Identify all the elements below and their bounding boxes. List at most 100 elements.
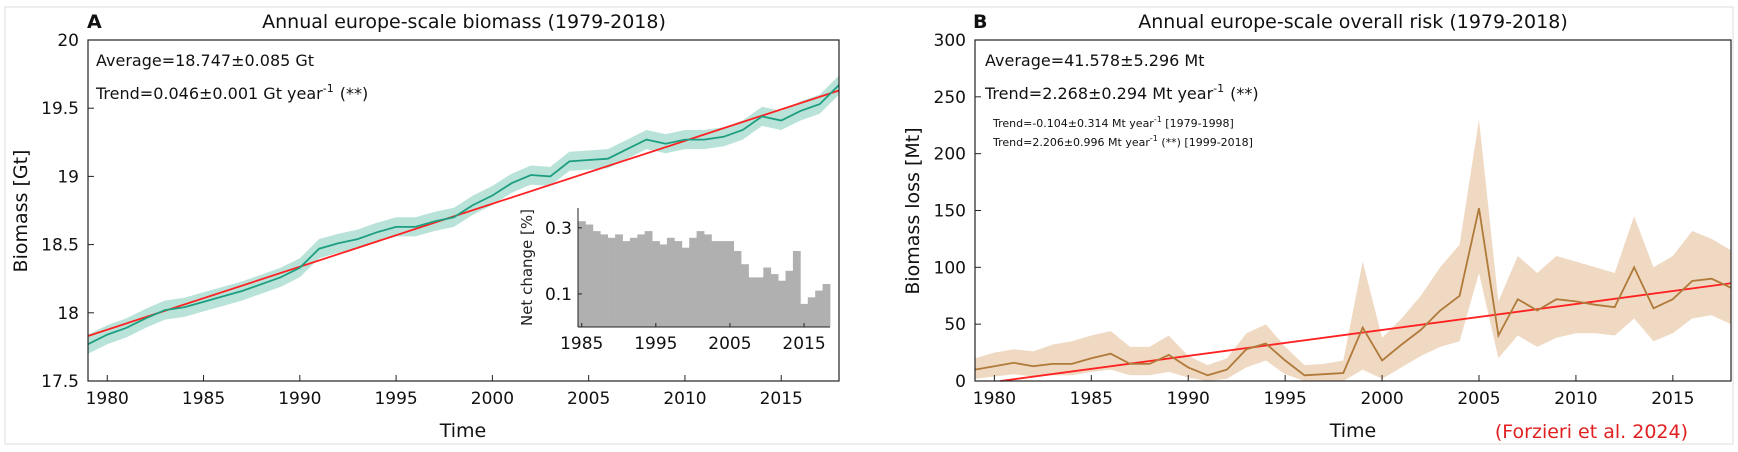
panel-b-band-area bbox=[975, 119, 1731, 381]
panel-b-trend-1999-2018-annotation: Trend=2.206±0.996 Mt year-1 (**) [1999-2… bbox=[992, 134, 1253, 149]
inset-bar bbox=[578, 221, 586, 327]
panel-a-biomass-line bbox=[87, 84, 840, 346]
a-x-tick-label: 2015 bbox=[760, 389, 803, 409]
inset-y-tick-label: 0.1 bbox=[545, 285, 572, 305]
panel-b-ylabel: Biomass loss [Mt] bbox=[902, 127, 924, 294]
a-y-tick-label: 20 bbox=[57, 31, 79, 51]
b-y-tick-label: 150 bbox=[934, 202, 966, 222]
inset-bar bbox=[704, 234, 712, 327]
inset-bar bbox=[726, 241, 734, 327]
panel-b-trend-1979-1998-annotation: Trend=-0.104±0.314 Mt year-1 [1979-1998] bbox=[992, 115, 1234, 130]
panel-a-trend-segment bbox=[87, 89, 840, 337]
inset-bar bbox=[778, 280, 786, 327]
b-x-tick-label: 2010 bbox=[1554, 389, 1597, 409]
inset-bar bbox=[607, 237, 616, 328]
inset-bar bbox=[629, 237, 638, 328]
inset-x-tick-label: 1985 bbox=[560, 334, 603, 354]
inset-bar bbox=[689, 237, 697, 328]
b-y-tick-label: 100 bbox=[934, 258, 966, 278]
b-x-tick-label: 2015 bbox=[1651, 389, 1694, 409]
panel-a-ylabel: Biomass [Gt] bbox=[10, 150, 32, 273]
panel-b-y-ticks: 0 50 100 150 200 250 300 bbox=[934, 31, 981, 392]
inset-bar bbox=[652, 241, 660, 327]
inset-bar bbox=[755, 277, 764, 327]
b-y-tick-label: 50 bbox=[944, 315, 966, 335]
panel-a-band-area bbox=[88, 75, 839, 354]
inset-bar bbox=[696, 231, 705, 327]
panel-a-trend-annotation: Trend=0.046±0.001 Gt year-1 (**) bbox=[95, 82, 368, 103]
inset-bar bbox=[770, 274, 779, 327]
a-x-tick-label: 1995 bbox=[374, 389, 417, 409]
inset-bar bbox=[644, 231, 653, 327]
a-x-tick-label: 2010 bbox=[663, 389, 706, 409]
panel-a-x-ticks: 1980 1985 1990 1995 2000 2005 2010 2015 bbox=[86, 375, 803, 409]
panel-b-xlabel: Time bbox=[1329, 420, 1377, 442]
inset-bar bbox=[800, 303, 809, 327]
b-x-tick-label: 1980 bbox=[973, 389, 1016, 409]
b-y-tick-label: 200 bbox=[934, 145, 966, 165]
inset-bar bbox=[637, 234, 646, 327]
inset-bar bbox=[733, 251, 742, 327]
b-y-tick-label: 300 bbox=[934, 31, 966, 51]
inset-bar bbox=[792, 251, 801, 327]
panel-a-series-path bbox=[87, 84, 840, 346]
panel-a-y-ticks: 17.5 18 18.5 19 19.5 20 bbox=[41, 31, 94, 392]
panel-b-title: Annual europe-scale overall risk (1979-2… bbox=[1138, 11, 1567, 33]
inset-bar bbox=[785, 270, 794, 327]
b-x-tick-label: 1985 bbox=[1070, 389, 1113, 409]
panel-a: A Annual europe-scale biomass (1979-2018… bbox=[10, 11, 840, 442]
panel-b-letter: B bbox=[973, 11, 987, 33]
inset-bar bbox=[748, 277, 757, 327]
panel-a-average-annotation: Average=18.747±0.085 Gt bbox=[96, 51, 314, 70]
b-x-tick-label: 1990 bbox=[1167, 389, 1210, 409]
b-x-tick-label: 2000 bbox=[1360, 389, 1403, 409]
panel-b-average-annotation: Average=41.578±5.296 Mt bbox=[985, 51, 1204, 70]
inset-bar bbox=[807, 297, 816, 328]
b-x-tick-label: 2005 bbox=[1457, 389, 1500, 409]
a-x-tick-label: 1985 bbox=[182, 389, 225, 409]
inset-bar bbox=[741, 264, 749, 327]
panel-b-trend-annotation: Trend=2.268±0.294 Mt year-1 (**) bbox=[984, 82, 1259, 103]
panel-b-series-path bbox=[974, 208, 1732, 377]
panel-a-xlabel: Time bbox=[439, 420, 487, 442]
panel-b-x-ticks: 1980 1985 1990 1995 2000 2005 2010 2015 bbox=[973, 375, 1694, 409]
a-y-tick-label: 18 bbox=[57, 304, 79, 324]
inset-bar bbox=[711, 241, 720, 327]
a-x-tick-label: 1990 bbox=[278, 389, 321, 409]
inset-bar bbox=[659, 244, 668, 327]
panel-a-inset: 1985 1995 2005 2015 0.1 0.3 Net change [%] bbox=[518, 208, 831, 354]
panel-b-biomass-loss-line bbox=[974, 208, 1732, 377]
panel-a-trend-line bbox=[87, 89, 840, 337]
panel-a-uncertainty-band bbox=[88, 75, 839, 354]
inset-ylabel: Net change [%] bbox=[518, 209, 536, 326]
inset-bar bbox=[815, 290, 823, 327]
panel-b: B Annual europe-scale overall risk (1979… bbox=[902, 11, 1732, 442]
b-x-tick-label: 1995 bbox=[1264, 389, 1307, 409]
inset-bar bbox=[622, 241, 631, 327]
panel-a-letter: A bbox=[87, 11, 102, 33]
a-x-tick-label: 2005 bbox=[567, 389, 610, 409]
inset-x-tick-label: 1995 bbox=[634, 334, 677, 354]
a-x-tick-label: 2000 bbox=[471, 389, 514, 409]
source-credit: (Forzieri et al. 2024) bbox=[1495, 421, 1688, 443]
inset-bar bbox=[592, 231, 601, 327]
inset-bar bbox=[674, 241, 683, 327]
panel-a-plot-frame bbox=[87, 39, 840, 382]
inset-bar bbox=[585, 224, 594, 327]
inset-x-tick-label: 2015 bbox=[782, 334, 825, 354]
inset-y-tick-label: 0.3 bbox=[545, 219, 572, 239]
a-y-tick-label: 19.5 bbox=[41, 99, 79, 119]
inset-bar bbox=[615, 234, 623, 327]
a-y-tick-label: 18.5 bbox=[41, 236, 79, 256]
panel-b-uncertainty-band bbox=[975, 119, 1731, 381]
panel-a-title: Annual europe-scale biomass (1979-2018) bbox=[262, 11, 666, 33]
inset-bar bbox=[600, 234, 608, 327]
inset-bar bbox=[681, 247, 690, 327]
a-y-tick-label: 19 bbox=[57, 167, 79, 187]
a-x-tick-label: 1980 bbox=[86, 389, 129, 409]
inset-bar bbox=[822, 284, 831, 327]
inset-bar bbox=[763, 267, 772, 327]
b-y-tick-label: 250 bbox=[934, 88, 966, 108]
inset-bar bbox=[666, 237, 675, 328]
